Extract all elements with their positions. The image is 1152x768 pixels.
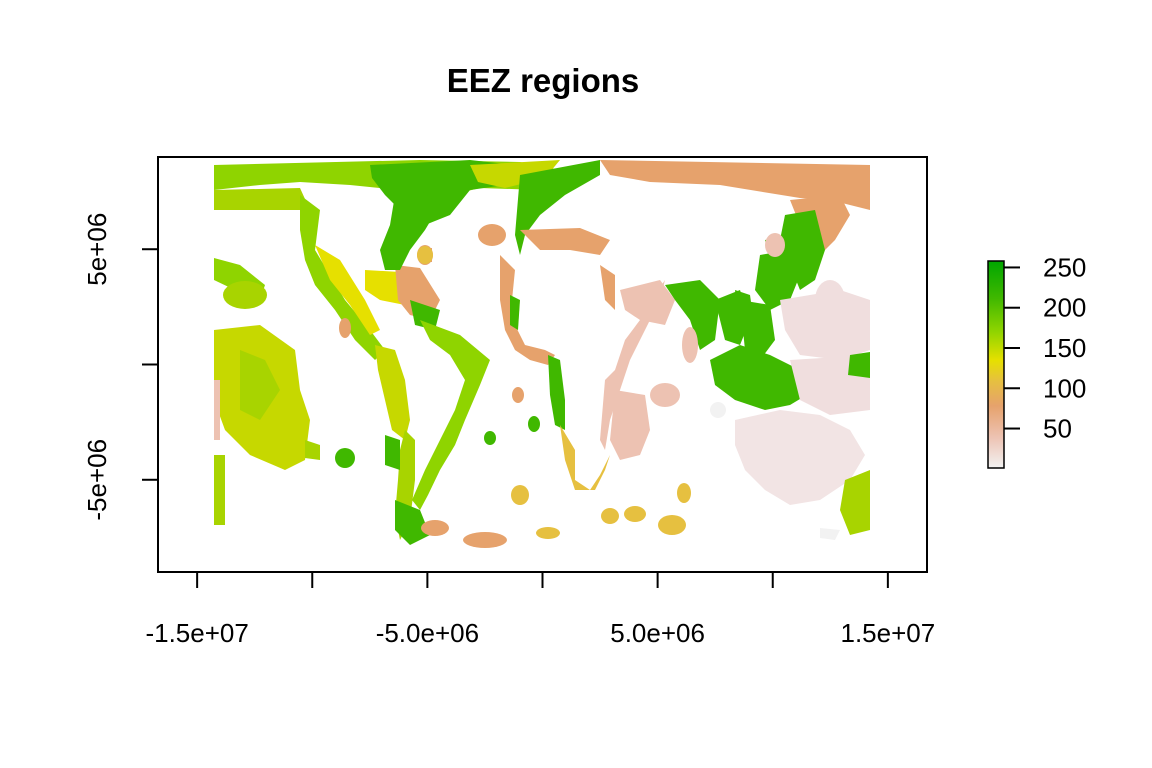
eez-south-africa bbox=[560, 425, 610, 490]
eez-raster bbox=[214, 160, 870, 548]
legend-ticks: 250 200 150 100 50 bbox=[1004, 252, 1086, 444]
eez-pacific-west-edge bbox=[214, 380, 220, 440]
eez-tasmania bbox=[820, 528, 840, 540]
eez-pacific-green-east bbox=[848, 352, 870, 378]
eez-east-asia-light bbox=[765, 233, 785, 257]
eez-pacific-south-1 bbox=[511, 485, 529, 505]
eez-hawaii bbox=[223, 281, 267, 309]
legend-tick-label: 250 bbox=[1043, 252, 1086, 282]
eez-sa-west bbox=[375, 345, 410, 440]
eez-scandinavia bbox=[515, 160, 600, 255]
x-tick-label: -1.5e+07 bbox=[145, 618, 248, 648]
eez-ascension bbox=[512, 387, 524, 403]
eez-mascarene bbox=[650, 383, 680, 407]
legend-tick-label: 50 bbox=[1043, 414, 1072, 444]
eez-pitcairn bbox=[335, 448, 355, 468]
x-tick-label: 1.5e+07 bbox=[840, 618, 935, 648]
y-axis: 5e+06 -5e+06 bbox=[82, 213, 159, 521]
eez-japan bbox=[780, 210, 825, 290]
eez-pacific-islands-west bbox=[240, 350, 280, 420]
eez-micronesia bbox=[780, 290, 870, 360]
color-legend: 250 200 150 100 50 bbox=[987, 252, 1086, 469]
eez-australia bbox=[735, 410, 865, 505]
eez-sa-atlantic-island bbox=[484, 431, 496, 445]
eez-heard bbox=[677, 483, 691, 503]
eez-sw-africa bbox=[548, 355, 565, 430]
eez-new-zealand bbox=[840, 470, 870, 535]
eez-st-helena bbox=[528, 416, 540, 432]
eez-kerguelen-1 bbox=[601, 508, 619, 524]
legend-colorbar bbox=[987, 260, 1005, 469]
x-tick-label: 5.0e+06 bbox=[610, 618, 705, 648]
eez-arabia bbox=[620, 280, 675, 325]
eez-maldives bbox=[682, 327, 698, 363]
eez-indonesia bbox=[710, 345, 815, 410]
eez-galapagos bbox=[339, 318, 351, 338]
eez-norway-svalbard bbox=[470, 160, 560, 188]
y-tick-label: 5e+06 bbox=[82, 213, 112, 286]
eez-california bbox=[315, 245, 380, 335]
y-tick-label: -5e+06 bbox=[82, 439, 112, 521]
eez-falklands bbox=[421, 520, 449, 536]
x-axis: -1.5e+07 -5.0e+06 5.0e+06 1.5e+07 bbox=[145, 571, 935, 648]
legend-tick-label: 150 bbox=[1043, 333, 1086, 363]
eez-madagascar bbox=[610, 390, 650, 460]
eez-australia-west bbox=[710, 402, 726, 418]
eez-canary bbox=[417, 246, 433, 264]
eez-russia-arctic bbox=[600, 160, 870, 210]
eez-arctic-west-band bbox=[214, 188, 310, 210]
eez-guam bbox=[815, 280, 845, 320]
eez-atlantic-na bbox=[380, 190, 440, 270]
eez-caribbean-east bbox=[410, 300, 440, 330]
eez-west-africa-green bbox=[510, 295, 520, 330]
eez-pacific-south-small bbox=[214, 455, 225, 525]
chart-title: EEZ regions bbox=[447, 62, 640, 99]
eez-sa-south bbox=[395, 500, 430, 545]
eez-red-sea bbox=[600, 265, 615, 310]
eez-pacific-na-coast bbox=[300, 195, 385, 360]
eez-crozet bbox=[658, 515, 686, 535]
eez-brazil-north bbox=[412, 320, 490, 510]
legend-tick-label: 200 bbox=[1043, 293, 1086, 323]
legend-tick-label: 100 bbox=[1043, 373, 1086, 403]
eez-west-africa bbox=[500, 255, 555, 365]
eez-azores bbox=[478, 224, 506, 246]
eez-vietnam bbox=[735, 290, 755, 335]
eez-east-africa bbox=[600, 280, 665, 450]
eez-tristan bbox=[536, 527, 560, 539]
eez-india bbox=[665, 280, 720, 350]
eez-south-georgia bbox=[463, 532, 507, 548]
eez-mediterranean bbox=[520, 228, 610, 255]
x-tick-label: -5.0e+06 bbox=[376, 618, 479, 648]
eez-china-east bbox=[755, 250, 800, 310]
eez-pacific-southwest bbox=[305, 440, 320, 460]
eez-kerguelen-2 bbox=[624, 506, 646, 522]
eez-easter-island bbox=[385, 435, 400, 470]
